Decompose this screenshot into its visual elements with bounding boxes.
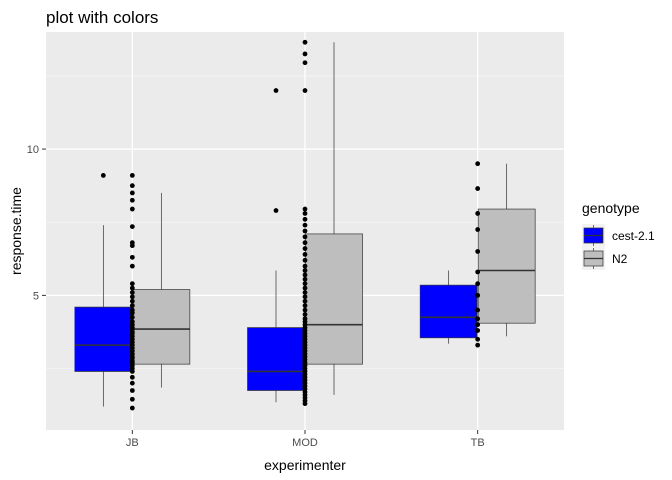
data-point: [129, 298, 135, 304]
data-point: [475, 161, 481, 167]
data-point: [302, 234, 308, 240]
data-point: [302, 294, 308, 300]
data-point: [129, 319, 135, 325]
box-N2-TB: [477, 208, 536, 324]
data-point: [475, 249, 481, 254]
y-axis-title: response.time: [8, 187, 24, 275]
data-point: [302, 298, 308, 304]
legend-title: genotype: [582, 200, 640, 216]
data-point: [129, 290, 135, 295]
data-point: [475, 186, 481, 191]
outlier-point: [273, 88, 279, 93]
box-N2-JB: [132, 289, 191, 365]
y-axis: 5 10: [27, 144, 46, 302]
data-point: [302, 246, 308, 251]
data-point: [475, 269, 481, 275]
outlier-point: [273, 208, 279, 213]
data-point: [302, 316, 308, 322]
data-point: [129, 197, 135, 203]
box-cest-2.1-TB: [419, 284, 478, 339]
y-tick-label: 5: [33, 290, 39, 302]
data-point: [302, 39, 308, 45]
chart-title: plot with colors: [46, 8, 158, 27]
data-point: [475, 316, 481, 322]
x-tick-label: TB: [471, 437, 485, 449]
data-point: [302, 276, 308, 282]
data-point: [302, 88, 308, 93]
data-point: [475, 227, 481, 232]
data-point: [302, 60, 308, 66]
data-point: [129, 285, 135, 291]
data-point: [302, 228, 308, 234]
data-point: [302, 222, 308, 228]
data-point: [475, 322, 481, 328]
boxes-layer: [74, 42, 536, 407]
data-point: [129, 388, 135, 393]
data-point: [129, 240, 135, 246]
data-point: [302, 312, 308, 317]
x-tick-label: JB: [126, 437, 139, 449]
points-layer: [129, 39, 481, 411]
data-point: [475, 336, 481, 342]
data-point: [302, 216, 308, 222]
y-tick-label: 10: [27, 144, 39, 156]
data-point: [475, 211, 481, 216]
data-point: [302, 281, 308, 287]
data-point: [302, 51, 308, 57]
data-point: [302, 206, 308, 212]
data-point: [129, 206, 135, 212]
x-axis-title: experimenter: [264, 457, 346, 473]
data-point: [129, 294, 135, 300]
data-point: [129, 172, 135, 178]
data-point: [302, 240, 308, 246]
data-point: [475, 307, 481, 313]
data-point: [129, 374, 135, 380]
data-point: [302, 290, 308, 295]
data-point: [129, 254, 135, 260]
data-point: [302, 272, 308, 278]
data-point: [475, 328, 481, 333]
data-point: [129, 303, 135, 309]
x-tick-label: MOD: [292, 437, 318, 449]
data-point: [129, 396, 135, 402]
data-point: [129, 405, 135, 411]
data-point: [129, 314, 135, 320]
box-cest-2.1-MOD: [247, 327, 305, 391]
data-point: [302, 211, 308, 216]
data-point: [129, 263, 135, 269]
data-point: [302, 263, 308, 269]
data-point: [475, 292, 481, 298]
data-point: [302, 257, 308, 263]
data-point: [302, 285, 308, 291]
data-point: [129, 307, 135, 313]
data-point: [129, 224, 135, 230]
data-point: [475, 342, 481, 348]
data-point: [302, 268, 308, 273]
x-axis: JB MOD TB: [126, 430, 485, 449]
legend: genotype cest-2.1 N2: [582, 200, 655, 270]
data-point: [129, 281, 135, 287]
data-point: [129, 183, 135, 189]
data-point: [129, 190, 135, 196]
data-point: [302, 303, 308, 309]
box-cest-2.1-JB: [74, 306, 133, 372]
legend-label-N2: N2: [612, 252, 628, 266]
legend-label-cest-2.1: cest-2.1: [612, 229, 655, 243]
data-point: [302, 307, 308, 313]
data-point: [129, 380, 135, 386]
outlier-point: [100, 172, 106, 178]
data-point: [302, 252, 308, 257]
box-N2-MOD: [305, 233, 363, 365]
data-point: [475, 281, 481, 287]
